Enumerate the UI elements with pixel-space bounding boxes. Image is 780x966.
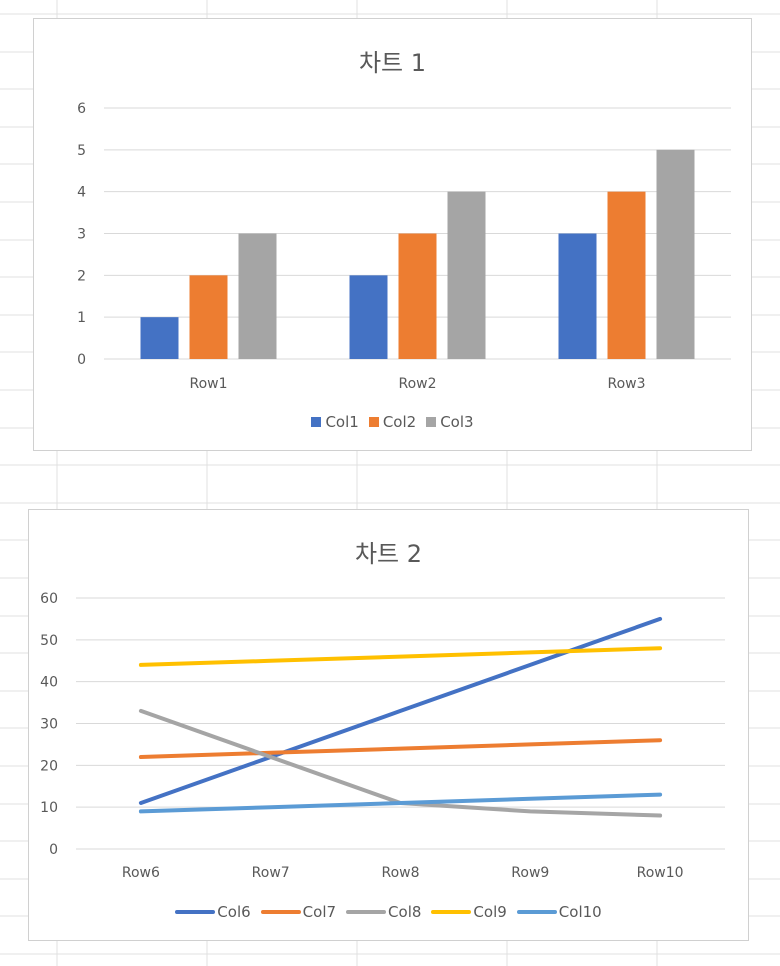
y-tick-label: 0 xyxy=(49,842,58,858)
legend-label: Col2 xyxy=(382,413,417,431)
legend-swatch xyxy=(426,417,437,427)
chart-2-container[interactable]: 차트 2 0 10 20 30 40 50 60 Row6 Row7 Row8 Row9 Row10 … xyxy=(28,509,749,941)
y-tick-label: 20 xyxy=(40,758,58,774)
chart-2-legend: Col6 Col7 Col8 Col9 Col10 xyxy=(29,903,748,921)
bar-col1-row3[interactable] xyxy=(558,233,597,360)
bar-col3-row2[interactable] xyxy=(447,191,486,359)
chart-1-container[interactable]: 차트 1 0 1 2 3 4 5 6 Row1 Row2 Row3 Col1 Col2 Col3 xyxy=(33,18,752,451)
legend-item-col1[interactable]: Col1 xyxy=(311,413,359,431)
bar-col2-row1[interactable] xyxy=(189,275,228,359)
line-series-col9[interactable] xyxy=(138,646,663,667)
x-tick-label: Row3 xyxy=(607,376,645,392)
y-tick-label: 5 xyxy=(77,143,86,159)
legend-item-col3[interactable]: Col3 xyxy=(426,413,474,431)
y-tick-label: 2 xyxy=(77,268,86,284)
legend-item-col6[interactable]: Col6 xyxy=(175,903,251,921)
legend-swatch xyxy=(431,910,472,914)
legend-label: Col7 xyxy=(302,903,337,921)
legend-label: Col8 xyxy=(388,903,422,921)
legend-label: Col3 xyxy=(440,413,474,431)
x-tick-label: Row10 xyxy=(637,865,684,881)
y-tick-label: 3 xyxy=(77,227,86,243)
y-tick-label: 30 xyxy=(40,717,58,733)
legend-item-col7[interactable]: Col7 xyxy=(260,903,337,921)
chart-2-plot: 0 10 20 30 40 50 60 Row6 Row7 Row8 Row9 Row10 xyxy=(40,591,725,881)
bar-col1-row2[interactable] xyxy=(349,275,388,359)
legend-label: Col10 xyxy=(558,903,602,921)
legend-label: Col6 xyxy=(217,903,251,921)
y-tick-label: 6 xyxy=(77,101,86,117)
line-series-col10[interactable] xyxy=(138,792,663,814)
y-tick-label: 4 xyxy=(77,185,86,201)
x-tick-label: Row8 xyxy=(381,865,419,881)
bar-col2-row2[interactable] xyxy=(398,233,437,360)
bar-col1-row1[interactable] xyxy=(140,317,179,359)
y-tick-label: 1 xyxy=(77,310,86,326)
legend-item-col10[interactable]: Col10 xyxy=(516,903,602,921)
chart-1-title: 차트 1 xyxy=(358,49,427,77)
legend-swatch xyxy=(346,910,387,914)
legend-item-col2[interactable]: Col2 xyxy=(368,413,417,431)
chart-2-title: 차트 2 xyxy=(354,540,423,568)
legend-item-col9[interactable]: Col9 xyxy=(431,903,507,921)
bar-col3-row1[interactable] xyxy=(238,233,277,360)
line-series-col6[interactable] xyxy=(138,616,663,805)
legend-swatch xyxy=(175,910,216,914)
y-tick-label: 40 xyxy=(40,675,58,691)
chart-1-legend: Col1 Col2 Col3 xyxy=(34,413,751,431)
y-tick-label: 10 xyxy=(40,800,58,816)
x-tick-label: Row2 xyxy=(398,376,436,392)
x-tick-label: Row9 xyxy=(511,865,549,881)
x-tick-label: Row6 xyxy=(122,865,160,881)
chart-1-plot: 0 1 2 3 4 5 6 Row1 Row2 Row3 xyxy=(77,101,731,392)
line-series-col8[interactable] xyxy=(138,708,663,818)
y-tick-label: 0 xyxy=(77,352,86,368)
line-series-col7[interactable] xyxy=(138,738,663,759)
legend-swatch xyxy=(260,910,301,914)
x-tick-label: Row7 xyxy=(252,865,290,881)
legend-label: Col9 xyxy=(473,903,507,921)
legend-label: Col1 xyxy=(325,413,359,431)
legend-swatch xyxy=(368,417,379,427)
bar-col2-row3[interactable] xyxy=(607,191,646,359)
x-tick-label: Row1 xyxy=(189,376,227,392)
y-tick-label: 50 xyxy=(40,633,58,649)
bar-col3-row3[interactable] xyxy=(656,149,695,359)
legend-item-col8[interactable]: Col8 xyxy=(346,903,421,921)
y-tick-label: 60 xyxy=(40,591,58,607)
legend-swatch xyxy=(516,910,557,914)
legend-swatch xyxy=(311,417,322,427)
